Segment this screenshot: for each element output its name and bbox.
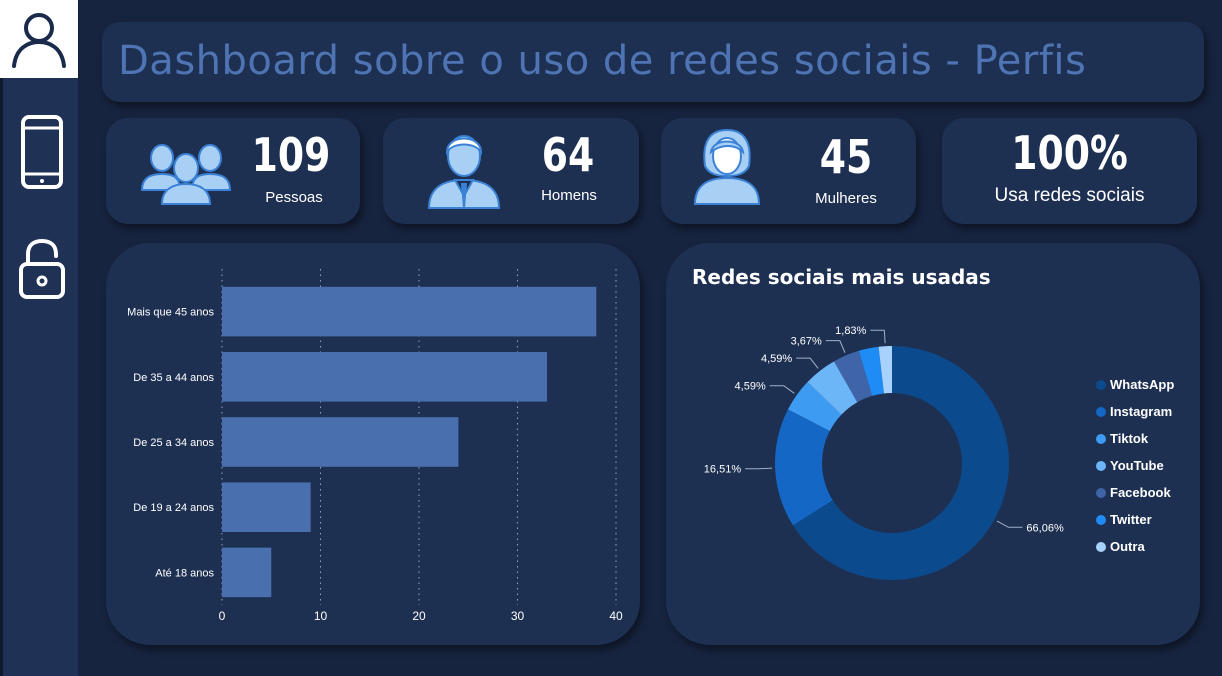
nav-item-profile[interactable]	[0, 0, 78, 78]
donut-legend: WhatsApp Instagram Tiktok YouTube Facebook Tw…	[1096, 371, 1174, 560]
donut-data-label: 66,06%	[1026, 522, 1064, 534]
bar[interactable]	[222, 352, 548, 402]
y-category-label: Até 18 anos	[155, 567, 214, 579]
legend-item[interactable]: Instagram	[1096, 398, 1174, 425]
y-category-label: Mais que 45 anos	[127, 307, 214, 319]
unlock-icon	[19, 238, 65, 299]
age-bar-chart: 0 10 20 30 40 Mais que 45 anos De 35 a 44 anos…	[127, 269, 623, 623]
legend-marker	[1096, 487, 1106, 498]
legend-label: Facebook	[1110, 485, 1171, 500]
x-tick-label: 10	[314, 609, 328, 623]
legend-marker	[1096, 379, 1106, 390]
donut-slice[interactable]	[858, 346, 884, 396]
legend-item[interactable]: Facebook	[1096, 479, 1174, 506]
kpi-label-mulheres: Mulheres	[815, 190, 877, 207]
woman-icon	[693, 128, 761, 205]
bar[interactable]	[222, 286, 597, 337]
donut-leader-line	[745, 467, 773, 470]
kpi-card-pessoas: 109 Pessoas	[106, 118, 360, 224]
donut-leader-line	[996, 520, 1023, 528]
donut-slice[interactable]	[792, 346, 1009, 580]
page-title: Dashboard sobre o uso de redes sociais -…	[118, 38, 1087, 84]
donut-leader-line	[825, 340, 846, 353]
bar[interactable]	[222, 417, 459, 467]
y-category-label: De 19 a 24 anos	[133, 502, 214, 514]
kpi-value-homens: 64	[541, 128, 595, 182]
donut-leader-line	[769, 385, 795, 394]
group-icon	[140, 144, 232, 205]
kpi-label-pessoas: Pessoas	[265, 189, 323, 206]
legend-label: Twitter	[1110, 512, 1152, 527]
kpi-card-homens: 64 Homens	[383, 118, 639, 224]
legend-item[interactable]: YouTube	[1096, 452, 1174, 479]
donut-leader-line	[796, 357, 819, 369]
bar[interactable]	[222, 547, 272, 598]
donut-data-label: 4,59%	[761, 353, 792, 365]
donut-slice[interactable]	[878, 346, 892, 394]
x-tick-label: 40	[609, 609, 623, 623]
nav-item-device[interactable]	[3, 114, 81, 190]
legend-item[interactable]: Twitter	[1096, 506, 1174, 533]
kpi-label-homens: Homens	[541, 187, 597, 204]
kpi-value-usa-redes: 100%	[1011, 126, 1128, 180]
man-icon	[427, 135, 501, 209]
social-networks-donut-chart: 66,06% 16,51% 4,59% 4,59% 3,67% 1,83%	[704, 325, 1064, 580]
kpi-card-usa-redes: 100% Usa redes sociais	[942, 118, 1197, 224]
smartphone-icon	[21, 115, 63, 189]
x-tick-label: 30	[511, 609, 525, 623]
donut-leader-line	[870, 329, 886, 344]
sidebar	[0, 78, 78, 676]
donut-data-label: 16,51%	[704, 464, 742, 476]
social-networks-donut-card: Redes sociais mais usadas 66,06% 16,51% 4,…	[666, 243, 1200, 645]
donut-slice[interactable]	[834, 350, 873, 403]
donut-data-label: 1,83%	[835, 325, 866, 337]
legend-marker	[1096, 541, 1106, 552]
legend-marker	[1096, 514, 1106, 525]
x-tick-label: 0	[219, 609, 226, 623]
legend-label: WhatsApp	[1110, 377, 1175, 392]
legend-marker	[1096, 460, 1106, 471]
title-card: Dashboard sobre o uso de redes sociais -…	[102, 22, 1204, 102]
user-icon	[12, 13, 66, 68]
legend-label: Instagram	[1110, 404, 1173, 419]
donut-data-label: 4,59%	[735, 381, 766, 393]
legend-item[interactable]: WhatsApp	[1096, 371, 1174, 398]
donut-chart-title: Redes sociais mais usadas	[692, 265, 991, 289]
donut-slice[interactable]	[787, 382, 842, 431]
bar[interactable]	[222, 482, 311, 532]
kpi-label-usa-redes: Usa redes sociais	[994, 185, 1145, 206]
donut-data-label: 3,67%	[791, 336, 822, 348]
y-category-label: De 25 a 34 anos	[133, 437, 214, 449]
kpi-value-pessoas: 109	[251, 128, 331, 182]
age-bar-chart-card: 0 10 20 30 40 Mais que 45 anos De 35 a 44 anos…	[106, 243, 640, 645]
x-tick-label: 20	[412, 609, 426, 623]
legend-marker	[1096, 406, 1106, 417]
nav-item-security[interactable]	[3, 238, 81, 300]
kpi-value-mulheres: 45	[819, 130, 873, 184]
legend-label: Outra	[1110, 539, 1145, 554]
donut-slice[interactable]	[807, 361, 858, 415]
donut-slice[interactable]	[775, 409, 833, 526]
legend-item[interactable]: Tiktok	[1096, 425, 1174, 452]
legend-marker	[1096, 433, 1106, 444]
legend-label: Tiktok	[1110, 431, 1149, 446]
legend-item[interactable]: Outra	[1096, 533, 1174, 560]
kpi-card-mulheres: 45 Mulheres	[661, 118, 916, 224]
legend-label: YouTube	[1110, 458, 1164, 473]
y-category-label: De 35 a 44 anos	[133, 372, 214, 384]
